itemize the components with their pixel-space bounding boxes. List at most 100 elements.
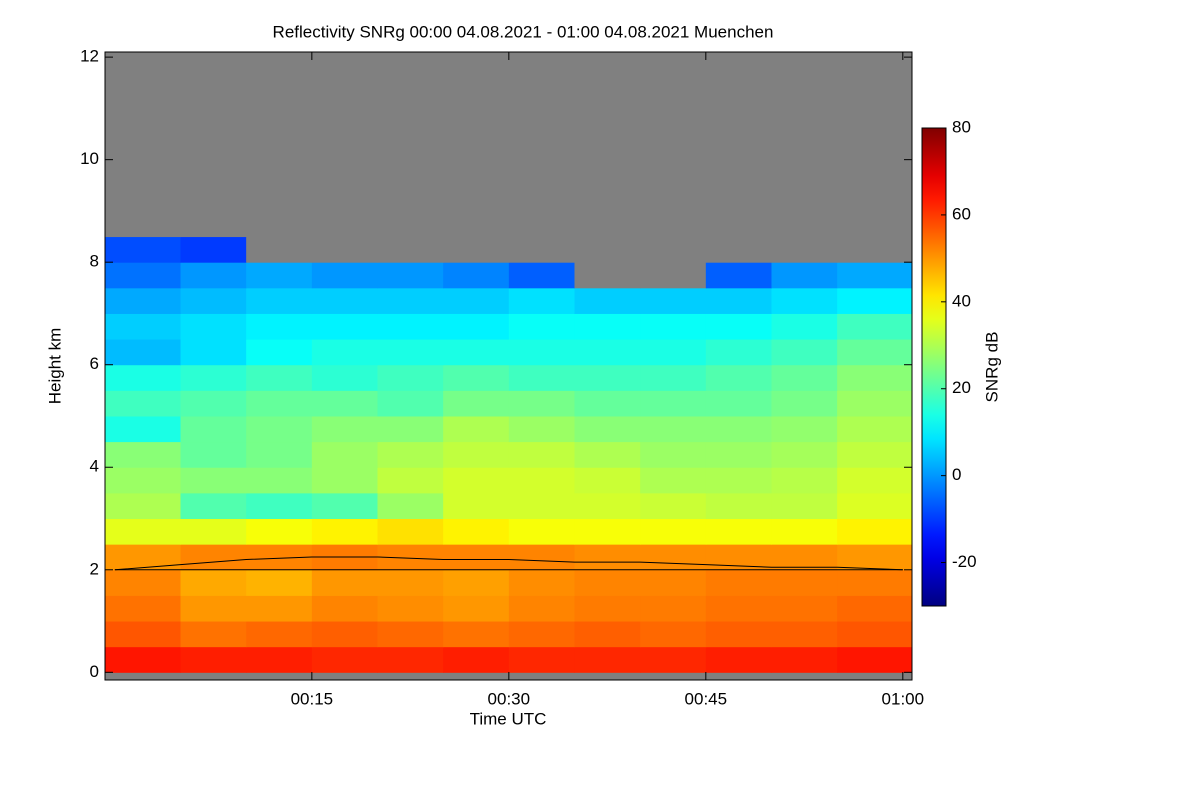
heatmap-cell <box>311 82 379 109</box>
heatmap-cell <box>771 544 838 571</box>
heatmap-cell <box>311 236 379 263</box>
heatmap-cell <box>705 364 772 391</box>
heatmap-cell <box>771 339 838 366</box>
heatmap-cell <box>180 287 247 314</box>
heatmap-cell <box>771 57 838 84</box>
heatmap-cell <box>771 313 838 340</box>
heatmap-cell <box>180 492 247 520</box>
heatmap-cell <box>640 518 707 545</box>
heatmap-cell <box>705 108 772 135</box>
heatmap-cell <box>443 595 510 622</box>
y-tick-label: 6 <box>90 354 99 373</box>
heatmap-cell <box>105 108 182 135</box>
heatmap-cell <box>180 262 247 289</box>
x-tick-label: 00:15 <box>291 689 334 708</box>
heatmap-cell <box>837 339 913 366</box>
heatmap-cell <box>771 134 838 161</box>
heatmap-cell <box>837 57 913 84</box>
heatmap-cell <box>837 108 913 135</box>
heatmap-cell <box>508 364 575 391</box>
heatmap-cell <box>574 339 641 366</box>
heatmap-cell <box>443 390 510 417</box>
heatmap-cell <box>105 82 182 109</box>
heatmap-cell <box>377 364 444 391</box>
heatmap-cell <box>705 646 772 673</box>
heatmap-cell <box>640 544 707 571</box>
heatmap-cell <box>837 313 913 340</box>
heatmap-cell <box>574 57 641 84</box>
heatmap-cell <box>705 159 772 186</box>
y-axis-label: Height km <box>45 328 64 405</box>
heatmap-cell <box>574 82 641 109</box>
heatmap-cell <box>640 467 707 494</box>
heatmap-cell <box>508 159 575 186</box>
heatmap-cell <box>705 569 772 596</box>
heatmap-cell <box>640 569 707 596</box>
heatmap-cell <box>180 518 247 545</box>
heatmap-cell <box>771 415 838 443</box>
heatmap-cell <box>705 262 772 289</box>
heatmap-cell <box>246 82 313 109</box>
heatmap-cell <box>311 262 379 289</box>
heatmap-cell <box>508 313 575 340</box>
heatmap-cell <box>771 621 838 648</box>
heatmap-cell <box>837 467 913 494</box>
heatmap-cell <box>508 57 575 84</box>
heatmap-cell <box>508 467 575 494</box>
heatmap-cell <box>640 339 707 366</box>
heatmap-cell <box>246 441 313 468</box>
heatmap-cell <box>508 390 575 417</box>
heatmap-cell <box>705 57 772 84</box>
heatmap-cell <box>837 364 913 391</box>
heatmap-cell <box>443 82 510 109</box>
heatmap-cell <box>640 646 707 673</box>
heatmap-cell <box>705 595 772 622</box>
heatmap-cell <box>311 364 379 391</box>
heatmap-cell <box>640 313 707 340</box>
heatmap-cell <box>443 287 510 314</box>
heatmap-cell <box>443 210 510 238</box>
heatmap-cell <box>246 467 313 494</box>
heatmap-cell <box>705 390 772 417</box>
heatmap-cell <box>180 467 247 494</box>
heatmap-cell <box>508 492 575 520</box>
heatmap-cell <box>508 236 575 263</box>
heatmap-cell <box>377 287 444 314</box>
heatmap-cell <box>705 236 772 263</box>
heatmap-cell <box>771 646 838 673</box>
heatmap-cell <box>180 441 247 468</box>
heatmap-cell <box>574 390 641 417</box>
heatmap-cell <box>246 108 313 135</box>
heatmap-cell <box>377 390 444 417</box>
heatmap-cell <box>508 518 575 545</box>
heatmap-cell <box>640 621 707 648</box>
heatmap-cell <box>311 390 379 417</box>
heatmap-cell <box>246 390 313 417</box>
heatmap-cell <box>105 364 182 391</box>
heatmap-cell <box>574 544 641 571</box>
heatmap-cell <box>574 364 641 391</box>
heatmap-cell <box>311 57 379 84</box>
heatmap-cell <box>311 441 379 468</box>
heatmap-cell <box>771 210 838 238</box>
heatmap-cell <box>574 313 641 340</box>
heatmap-cell <box>640 262 707 289</box>
heatmap-cell <box>705 415 772 443</box>
heatmap-cell <box>771 569 838 596</box>
heatmap-cell <box>246 287 313 314</box>
heatmap-cell <box>771 364 838 391</box>
heatmap-cell <box>246 492 313 520</box>
heatmap-cell <box>105 339 182 366</box>
heatmap-cell <box>574 569 641 596</box>
heatmap-cell <box>443 108 510 135</box>
heatmap-cell <box>508 595 575 622</box>
heatmap-cell <box>640 415 707 443</box>
y-tick-label: 8 <box>90 252 99 271</box>
heatmap-cell <box>180 339 247 366</box>
heatmap-cell <box>574 467 641 494</box>
heatmap-cell <box>508 339 575 366</box>
heatmap-cell <box>771 185 838 212</box>
heatmap-cell <box>837 492 913 520</box>
heatmap-cell <box>105 467 182 494</box>
heatmap-cell <box>377 210 444 238</box>
